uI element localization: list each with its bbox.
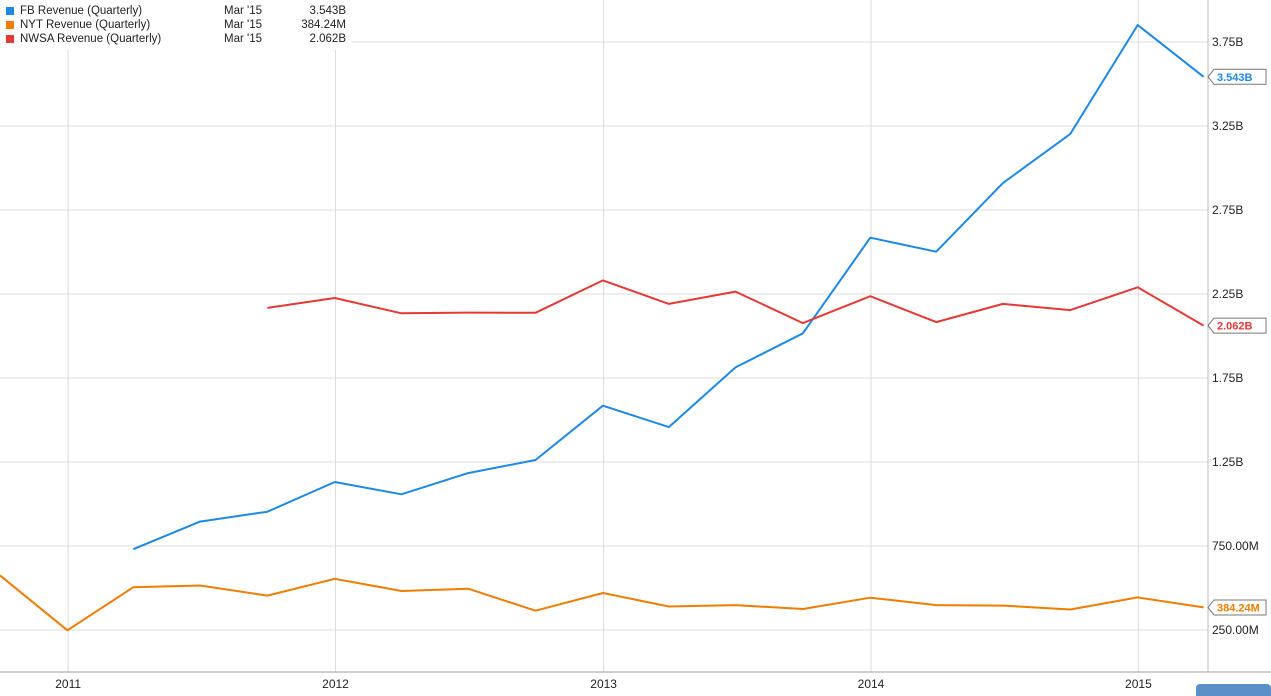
legend-item-nyt[interactable]: NYT Revenue (Quarterly) Mar '15 384.24M xyxy=(6,18,346,32)
legend-name-fb: FB Revenue (Quarterly) xyxy=(20,5,143,17)
y-tick-label: 3.25B xyxy=(1212,119,1243,133)
y-tick-label: 2.25B xyxy=(1212,287,1243,301)
last-value-label-2: 2.062B xyxy=(1207,317,1267,334)
last-value-label-0: 3.543B xyxy=(1207,68,1267,85)
x-tick-label: 2015 xyxy=(1125,677,1152,691)
legend-date-fb: Mar '15 xyxy=(224,5,262,17)
legend-item-fb[interactable]: FB Revenue (Quarterly) Mar '15 3.543B xyxy=(6,4,346,18)
corner-tab-button[interactable] xyxy=(1196,684,1271,696)
legend-item-nwsa[interactable]: NWSA Revenue (Quarterly) Mar '15 2.062B xyxy=(6,32,346,46)
y-tick-label: 1.75B xyxy=(1212,371,1243,385)
x-tick-label: 2011 xyxy=(55,677,81,691)
last-value-box-0 xyxy=(1207,68,1267,85)
last-value-text-2: 2.062B xyxy=(1217,321,1253,333)
legend-value-nyt: 384.24M xyxy=(301,19,346,31)
series-line-0[interactable] xyxy=(132,24,1205,551)
y-tick-label: 750.00M xyxy=(1212,539,1259,553)
series-lines xyxy=(0,24,1205,632)
last-value-box-1 xyxy=(1207,599,1267,616)
x-tick-label: 2014 xyxy=(858,677,885,691)
last-value-box-2 xyxy=(1207,317,1267,334)
last-value-labels: 3.543B 384.24M 2.062B xyxy=(1207,68,1267,616)
legend-swatch-nwsa xyxy=(6,35,14,43)
grid xyxy=(0,0,1208,672)
y-tick-label: 1.25B xyxy=(1212,455,1243,469)
legend-swatch-nyt xyxy=(6,21,14,29)
series-line-1[interactable] xyxy=(0,574,1204,632)
y-tick-label: 250.00M xyxy=(1212,623,1259,637)
legend-swatch-fb xyxy=(6,7,14,15)
x-tick-label: 2013 xyxy=(590,677,617,691)
y-tick-label: 2.75B xyxy=(1212,203,1243,217)
legend-date-nwsa: Mar '15 xyxy=(224,33,262,45)
last-value-text-0: 3.543B xyxy=(1217,72,1253,84)
legend-name-nwsa: NWSA Revenue (Quarterly) xyxy=(20,33,162,45)
legend: FB Revenue (Quarterly) Mar '15 3.543B NY… xyxy=(0,0,352,50)
legend-date-nyt: Mar '15 xyxy=(224,19,262,31)
series-line-2[interactable] xyxy=(267,279,1205,327)
legend-name-nyt: NYT Revenue (Quarterly) xyxy=(20,19,151,31)
y-tick-label: 3.75B xyxy=(1212,35,1243,49)
last-value-label-1: 384.24M xyxy=(1207,599,1267,616)
last-value-text-1: 384.24M xyxy=(1217,602,1260,614)
x-tick-label: 2012 xyxy=(322,677,349,691)
legend-value-nwsa: 2.062B xyxy=(309,33,346,45)
legend-value-fb: 3.543B xyxy=(309,5,346,17)
